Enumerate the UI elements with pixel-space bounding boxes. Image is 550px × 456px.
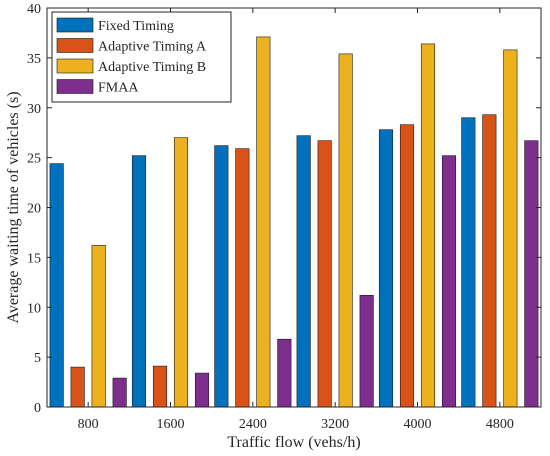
bar-fixed-timing-2400 xyxy=(214,145,229,408)
y-tick-label: 5 xyxy=(34,351,41,366)
bar-adaptive-timing-b-3200 xyxy=(338,53,353,408)
bar-fmaa-1600 xyxy=(194,372,210,408)
bar-adaptive-timing-b-800 xyxy=(91,245,106,408)
bar-adaptive-timing-a-800 xyxy=(70,366,85,408)
x-tick-label: 2400 xyxy=(239,417,267,432)
bar-adaptive-timing-b-4800 xyxy=(503,49,518,408)
bar-fixed-timing-3200 xyxy=(296,135,311,408)
bar-fmaa-3200 xyxy=(359,294,374,408)
bar-adaptive-timing-b-2400 xyxy=(256,36,271,408)
x-axis-label: Traffic flow (vehs/h) xyxy=(227,434,360,451)
bar-fmaa-4800 xyxy=(524,140,539,408)
bar-group xyxy=(49,36,539,408)
x-axis: 800 1600 2400 3200 4000 4800 xyxy=(78,8,514,432)
x-tick-label: 4000 xyxy=(404,417,432,432)
y-tick-label: 25 xyxy=(27,152,41,167)
bar-fixed-timing-4800 xyxy=(461,117,476,408)
y-tick-label: 35 xyxy=(27,52,41,67)
legend: Fixed Timing Adaptive Timing A Adaptive Ti… xyxy=(51,11,232,103)
y-tick-label: 20 xyxy=(27,202,41,217)
legend-swatch xyxy=(56,38,94,53)
y-tick-label: 0 xyxy=(34,401,41,416)
bar-adaptive-timing-a-4800 xyxy=(482,114,497,408)
y-tick-label: 40 xyxy=(27,2,41,17)
bar-adaptive-timing-b-4000 xyxy=(420,43,436,408)
legend-swatch xyxy=(56,58,94,74)
x-tick-label: 3200 xyxy=(321,417,349,432)
bar-fmaa-800 xyxy=(112,377,127,408)
x-tick-label: 1600 xyxy=(157,417,185,432)
bar-adaptive-timing-a-2400 xyxy=(235,148,250,408)
legend-label: FMAA xyxy=(98,81,139,96)
bar-fixed-timing-1600 xyxy=(131,155,147,408)
y-tick-label: 15 xyxy=(27,251,41,266)
bar-fixed-timing-800 xyxy=(49,163,64,408)
bar-fmaa-2400 xyxy=(277,338,292,408)
bar-fmaa-4000 xyxy=(441,155,457,408)
bar-adaptive-timing-a-1600 xyxy=(152,365,168,408)
legend-swatch xyxy=(56,79,94,94)
y-axis: 0 5 10 15 20 25 30 35 40 xyxy=(27,2,541,416)
legend-label: Adaptive Timing B xyxy=(98,60,206,75)
x-tick-label: 800 xyxy=(78,417,99,432)
y-axis-label: Average waiting time of vehicles (s) xyxy=(5,91,22,323)
bar-fixed-timing-4000 xyxy=(378,129,394,408)
legend-label: Fixed Timing xyxy=(98,19,174,34)
y-tick-label: 30 xyxy=(27,102,41,117)
y-tick-label: 10 xyxy=(27,301,41,316)
bar-adaptive-timing-a-4000 xyxy=(399,124,415,408)
x-tick-label: 4800 xyxy=(486,417,514,432)
bar-adaptive-timing-b-1600 xyxy=(173,137,189,408)
legend-label: Adaptive Timing A xyxy=(98,40,207,55)
legend-swatch xyxy=(56,17,94,33)
bar-adaptive-timing-a-3200 xyxy=(317,140,332,408)
